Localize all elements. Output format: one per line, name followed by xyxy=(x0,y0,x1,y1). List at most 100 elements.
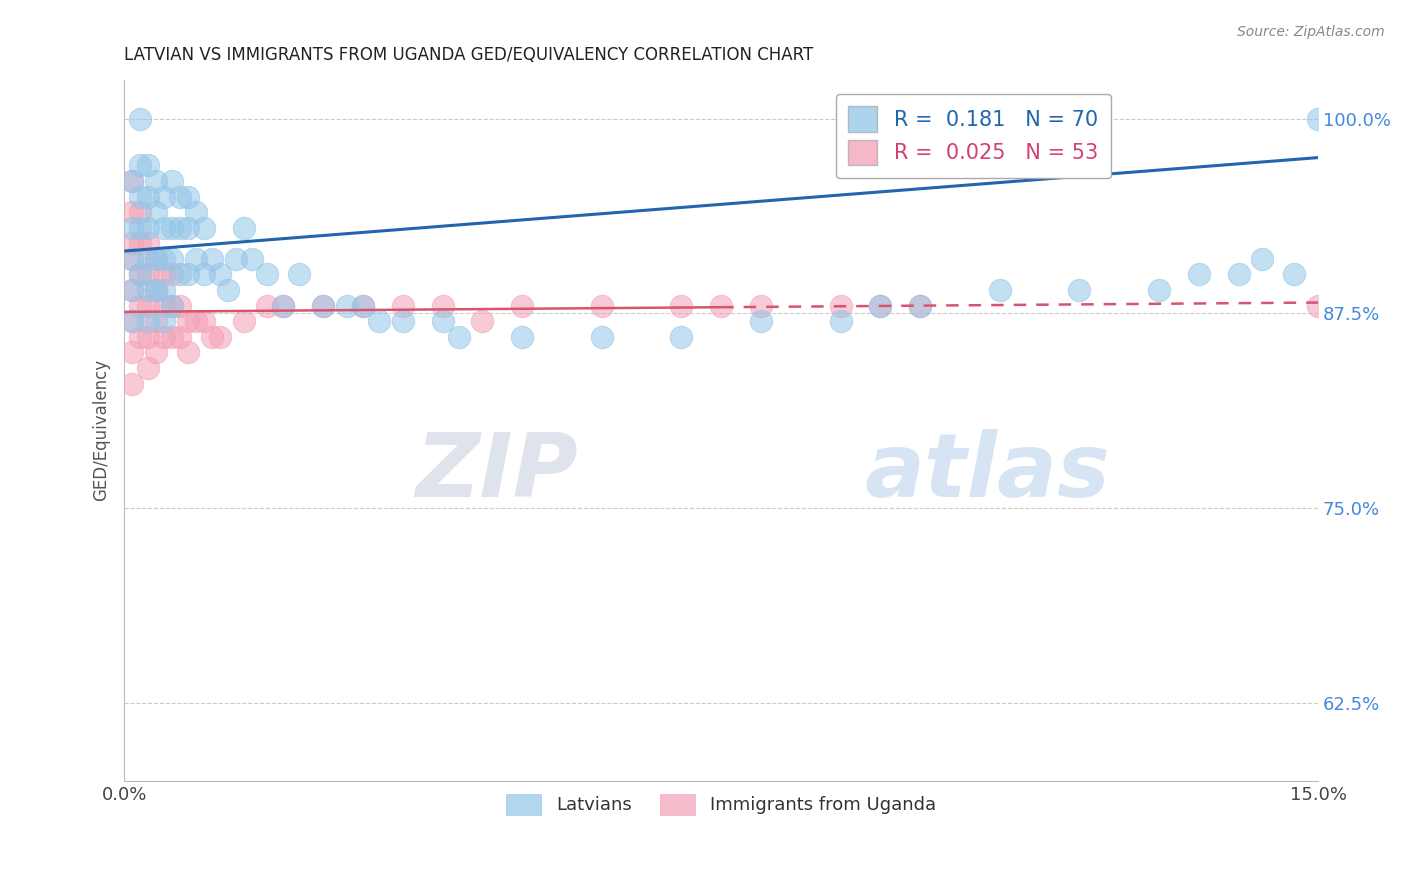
Point xyxy=(121,314,143,328)
Point xyxy=(225,252,247,266)
Point xyxy=(121,252,143,266)
Point xyxy=(121,376,143,391)
Point xyxy=(129,299,152,313)
Point xyxy=(447,330,470,344)
Point xyxy=(177,220,200,235)
Point xyxy=(1308,299,1330,313)
Point xyxy=(201,330,224,344)
Point xyxy=(121,252,143,266)
Point xyxy=(136,314,159,328)
Point xyxy=(432,299,454,313)
Point xyxy=(232,220,254,235)
Point xyxy=(193,268,215,282)
Point xyxy=(312,299,335,313)
Point xyxy=(160,174,183,188)
Point xyxy=(391,314,413,328)
Point xyxy=(352,299,374,313)
Point xyxy=(160,220,183,235)
Point xyxy=(1308,112,1330,126)
Point xyxy=(153,299,176,313)
Point xyxy=(153,314,176,328)
Point xyxy=(510,330,533,344)
Point xyxy=(830,299,852,313)
Point xyxy=(121,220,143,235)
Point xyxy=(153,268,176,282)
Text: LATVIAN VS IMMIGRANTS FROM UGANDA GED/EQUIVALENCY CORRELATION CHART: LATVIAN VS IMMIGRANTS FROM UGANDA GED/EQ… xyxy=(124,46,814,64)
Point xyxy=(193,314,215,328)
Point xyxy=(177,189,200,203)
Point xyxy=(136,361,159,376)
Point xyxy=(432,314,454,328)
Point xyxy=(145,283,167,297)
Point xyxy=(145,205,167,219)
Point xyxy=(136,158,159,172)
Point xyxy=(121,205,143,219)
Point xyxy=(273,299,295,313)
Point xyxy=(869,299,891,313)
Point xyxy=(145,252,167,266)
Point xyxy=(153,220,176,235)
Point xyxy=(153,252,176,266)
Point xyxy=(1227,268,1250,282)
Point xyxy=(145,283,167,297)
Point xyxy=(145,174,167,188)
Point xyxy=(145,252,167,266)
Point xyxy=(129,236,152,251)
Point xyxy=(160,268,183,282)
Point xyxy=(391,299,413,313)
Point xyxy=(273,299,295,313)
Point xyxy=(591,299,613,313)
Point xyxy=(908,299,931,313)
Point xyxy=(129,189,152,203)
Point xyxy=(136,189,159,203)
Point xyxy=(1188,268,1211,282)
Point xyxy=(145,345,167,359)
Point xyxy=(160,330,183,344)
Point xyxy=(121,174,143,188)
Point xyxy=(177,345,200,359)
Point xyxy=(830,314,852,328)
Point xyxy=(749,299,772,313)
Point xyxy=(153,283,176,297)
Point xyxy=(671,299,693,313)
Point xyxy=(129,330,152,344)
Text: ZIP: ZIP xyxy=(415,429,578,516)
Point xyxy=(591,330,613,344)
Point xyxy=(169,268,191,282)
Point xyxy=(368,314,391,328)
Point xyxy=(193,220,215,235)
Point xyxy=(129,268,152,282)
Point xyxy=(129,112,152,126)
Point xyxy=(169,189,191,203)
Point xyxy=(671,330,693,344)
Point xyxy=(121,236,143,251)
Point xyxy=(145,314,167,328)
Point xyxy=(1069,283,1091,297)
Point xyxy=(510,299,533,313)
Point xyxy=(136,268,159,282)
Point xyxy=(184,314,207,328)
Point xyxy=(1147,283,1170,297)
Point xyxy=(710,299,733,313)
Point xyxy=(129,158,152,172)
Point xyxy=(1251,252,1274,266)
Point xyxy=(471,314,494,328)
Point xyxy=(136,299,159,313)
Point xyxy=(136,220,159,235)
Point xyxy=(988,283,1011,297)
Point xyxy=(908,299,931,313)
Point xyxy=(288,268,311,282)
Point xyxy=(169,220,191,235)
Point xyxy=(177,314,200,328)
Point xyxy=(749,314,772,328)
Point xyxy=(184,252,207,266)
Point xyxy=(240,252,263,266)
Point xyxy=(184,205,207,219)
Y-axis label: GED/Equivalency: GED/Equivalency xyxy=(93,359,110,501)
Point xyxy=(121,345,143,359)
Text: Source: ZipAtlas.com: Source: ZipAtlas.com xyxy=(1237,25,1385,39)
Point xyxy=(208,330,231,344)
Point xyxy=(160,299,183,313)
Point xyxy=(336,299,359,313)
Point xyxy=(256,299,278,313)
